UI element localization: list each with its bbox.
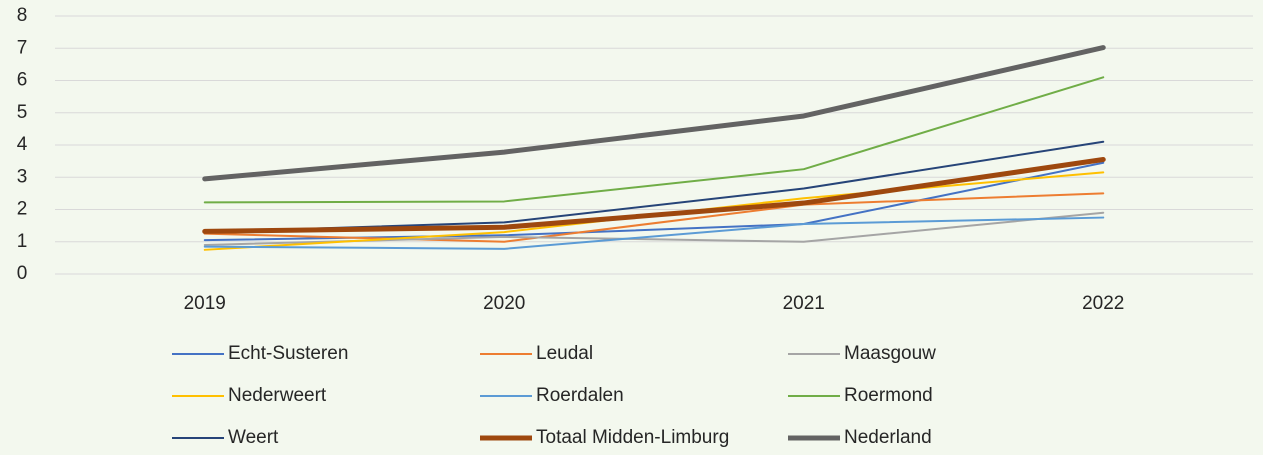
x-tick-label: 2022 (1082, 293, 1124, 314)
x-tick-label: 2020 (483, 293, 525, 314)
legend-label: Roerdalen (536, 385, 624, 406)
y-tick-label: 0 (17, 263, 28, 284)
legend-label: Weert (228, 427, 279, 448)
series-line (202, 157, 1106, 234)
legend-label: Totaal Midden-Limburg (536, 427, 729, 448)
y-tick-label: 5 (17, 102, 28, 123)
series-line (203, 216, 1105, 250)
x-tick-label: 2019 (184, 293, 226, 314)
y-tick-label: 4 (17, 134, 28, 155)
legend-label: Nederweert (228, 385, 327, 406)
series-line (203, 192, 1105, 243)
y-tick-label: 7 (17, 37, 28, 58)
legend-label: Maasgouw (844, 343, 936, 364)
y-tick-label: 3 (17, 166, 28, 187)
series-line (203, 76, 1105, 204)
y-tick-label: 6 (17, 70, 28, 91)
y-tick-label: 8 (17, 5, 28, 26)
series-line (202, 45, 1106, 182)
y-tick-label: 1 (17, 231, 28, 252)
x-tick-label: 2021 (783, 293, 825, 314)
legend-label: Roermond (844, 385, 933, 406)
legend-label: Leudal (536, 343, 593, 364)
legend-label: Echt-Susteren (228, 343, 348, 364)
series-line (203, 140, 1105, 234)
legend-label: Nederland (844, 427, 932, 448)
y-tick-label: 2 (17, 199, 28, 220)
